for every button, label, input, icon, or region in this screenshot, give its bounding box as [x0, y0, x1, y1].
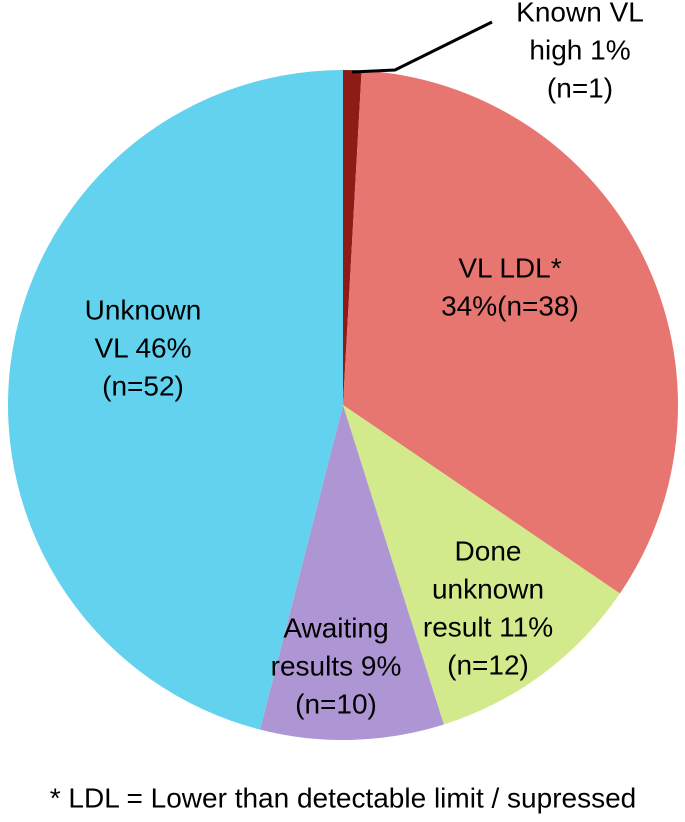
slice-label: high 1%: [529, 34, 630, 65]
slice-label: (n=52): [102, 370, 184, 401]
slice-label: Awaiting: [283, 612, 388, 643]
pie-slice: [260, 405, 444, 740]
pie-slice: [343, 70, 362, 405]
slice-label: (n=10): [295, 688, 377, 719]
slice-label: result 11%: [423, 611, 553, 642]
slice-label: VL 46%: [94, 332, 191, 363]
footnote: * LDL = Lower than detectable limit / su…: [50, 782, 637, 813]
slice-label: (n=1): [547, 72, 613, 103]
slice-label: Done: [455, 535, 522, 566]
slice-label: (n=12): [447, 649, 529, 680]
pie-slice: [343, 70, 678, 594]
slice-label: Known VL: [516, 0, 644, 27]
slice-label: 34%(n=38): [441, 290, 579, 321]
leader-line: [351, 20, 493, 74]
pie-slice: [343, 405, 620, 725]
slice-label: VL LDL*: [458, 252, 561, 283]
slice-label: unknown: [432, 573, 544, 604]
pie-slice: [7, 70, 343, 730]
slice-label: Unknown: [85, 294, 202, 325]
slice-label: results 9%: [271, 650, 402, 681]
